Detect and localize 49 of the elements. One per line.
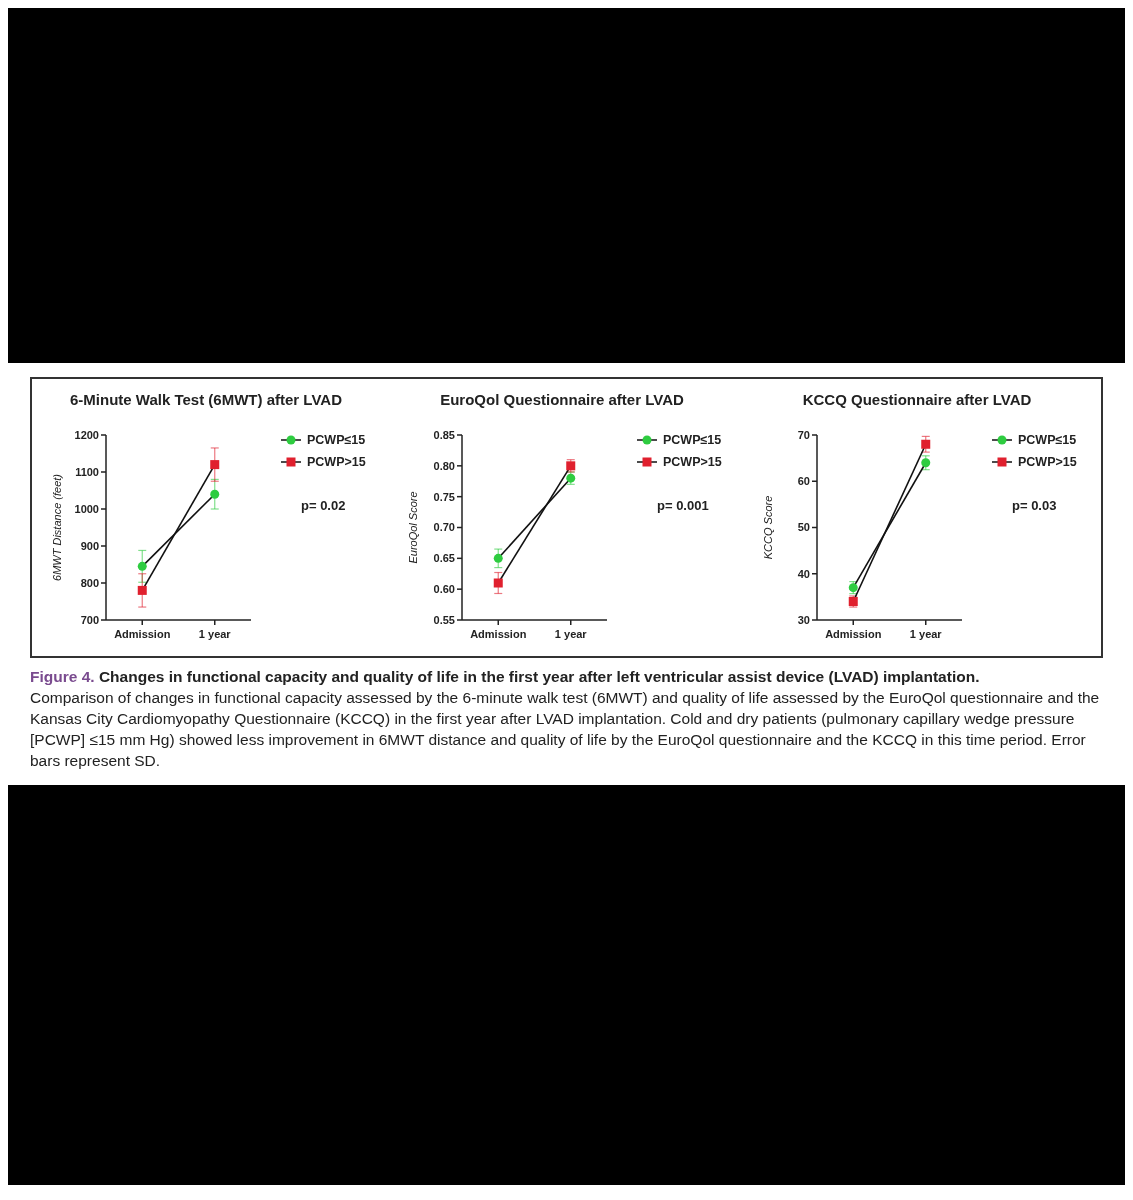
text: p= 0.03 — [1012, 498, 1057, 513]
y-tick-label: 0.85 — [433, 428, 455, 441]
chart-title: KCCQ Questionnaire after LVAD — [802, 391, 1032, 408]
y-tick-label: 0.60 — [433, 583, 455, 596]
y-tick-label: 900 — [80, 539, 99, 552]
y-tick-label: 1000 — [74, 502, 99, 515]
y-tick-label: 0.75 — [433, 490, 455, 503]
y-tick-label: 60 — [797, 475, 810, 488]
y-tick-label: 1100 — [75, 465, 99, 478]
point — [493, 553, 503, 563]
y-tick-label: 30 — [797, 613, 810, 626]
y-tick-label: 40 — [797, 567, 810, 580]
text: Changes in functional capacity and quality of life in the first year after left ventricular assist device (LVAD) implantation. — [98, 668, 980, 685]
y-tick-label: 0.80 — [433, 459, 455, 472]
point — [137, 585, 147, 595]
y-axis-title: EuroQol Score — [406, 491, 419, 564]
y-axis-title: 6MWT Distance (feet) — [51, 473, 63, 581]
chart-title: EuroQol Questionnaire after LVAD — [439, 391, 684, 408]
text: p= 0.02 — [301, 498, 346, 513]
y-tick-label: 70 — [797, 428, 810, 441]
legend-label: PCWP≤15 — [1018, 433, 1077, 448]
x-tick-label: Admission — [825, 628, 882, 640]
point — [210, 460, 220, 470]
legend-label: PCWP>15 — [662, 455, 722, 470]
x-tick-label: 1 year — [554, 628, 587, 640]
text: Comparison of changes in functional capacity assessed by the 6-minute walk test (6MWT) and quality of life assessed by the EuroQol questionnaire and the Kansas City Cardiomyopathy Questionnaire (KCCQ) in the first year after LVAD implantation. Cold and dry patients (pulmonary capillary wedge pressure [PCWP] ≤15 mm Hg) showed less improvement in 6MWT distance and quality of life by the EuroQol questionnaire and the KCCQ in this time period. Error bars represent SD. — [30, 688, 1101, 771]
y-axis-title: KCCQ Score — [762, 495, 774, 560]
x-tick-label: 1 year — [909, 628, 943, 640]
chart-title: 6-Minute Walk Test (6MWT) after LVAD — [70, 391, 343, 408]
legend-label: PCWP>15 — [1018, 455, 1077, 470]
y-tick-label: 0.55 — [433, 613, 455, 626]
y-tick-label: 1200 — [74, 428, 99, 441]
legend-label: PCWP>15 — [307, 455, 366, 470]
y-tick-label: 0.70 — [433, 521, 455, 534]
point — [210, 489, 220, 499]
point — [921, 439, 931, 449]
caption: Figure 4. — [30, 668, 96, 685]
legend-label: PCWP≤15 — [307, 433, 366, 448]
point — [137, 561, 147, 571]
y-tick-label: 800 — [80, 576, 99, 589]
y-tick-label: 50 — [797, 521, 810, 534]
legend-label: PCWP≤15 — [662, 433, 721, 448]
x-tick-label: Admission — [114, 628, 171, 640]
x-tick-label: 1 year — [198, 628, 232, 640]
y-tick-label: 0.65 — [433, 552, 455, 565]
x-tick-label: Admission — [469, 628, 527, 640]
y-tick-label: 700 — [80, 613, 99, 626]
point — [493, 578, 503, 588]
text: p= 0.001 — [656, 498, 709, 513]
